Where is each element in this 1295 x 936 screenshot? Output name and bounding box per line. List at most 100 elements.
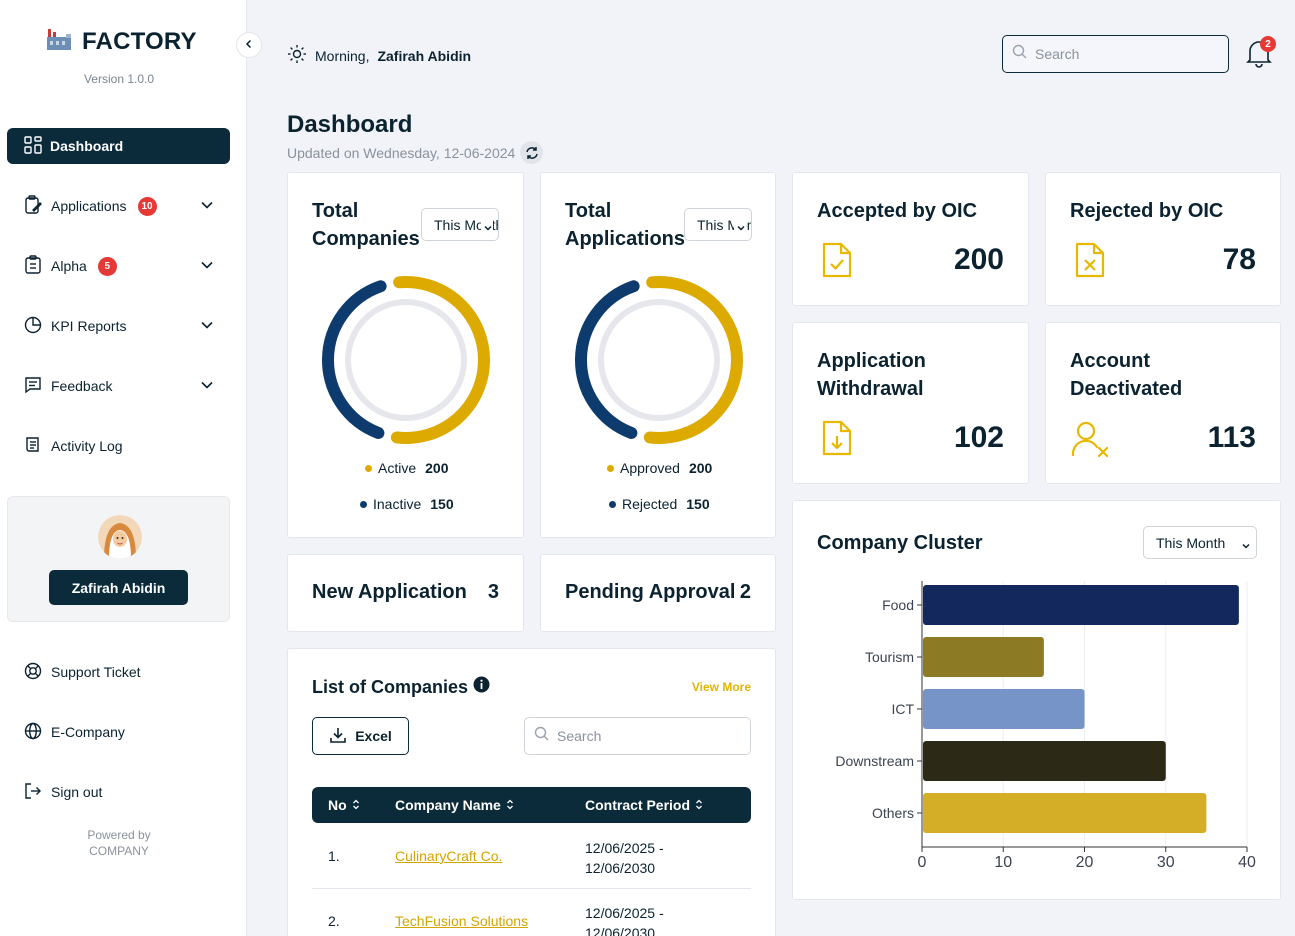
clipboard-edit-icon: [24, 194, 42, 218]
legend-label: Inactive: [373, 496, 422, 512]
applications-period-select[interactable]: This Month: [684, 208, 752, 241]
chevron-down-icon: [734, 220, 746, 236]
x-tick-label: 20: [1076, 854, 1094, 871]
sidebar-item-support-ticket[interactable]: Support Ticket: [24, 660, 214, 684]
pie-chart-icon: [24, 316, 42, 337]
legend-label: Rejected: [622, 496, 678, 512]
column-header-no[interactable]: No: [328, 797, 360, 813]
x-tick-label: 10: [994, 854, 1012, 871]
chevron-down-icon[interactable]: [200, 318, 214, 335]
sidebar-item-label: Alpha: [51, 258, 87, 274]
chevron-down-icon: [1239, 538, 1251, 554]
dashboard-grid-icon: [24, 135, 42, 157]
bar-downstream[interactable]: [923, 741, 1166, 781]
sidebar-item-kpi-reports[interactable]: KPI Reports: [24, 314, 214, 338]
greeting: Morning, Zafirah Abidin: [287, 44, 471, 67]
title-line: Application: [817, 350, 926, 372]
y-tick-label: Downstream: [835, 753, 914, 769]
search-input[interactable]: [1035, 46, 1205, 62]
select-value: This Month: [1156, 534, 1226, 551]
info-icon[interactable]: [473, 676, 490, 698]
sidebar-item-dashboard[interactable]: Dashboard: [7, 128, 230, 164]
chevron-down-icon[interactable]: [200, 378, 214, 395]
card-value: 3: [487, 581, 499, 603]
donut-segment-active[interactable]: [390, 276, 490, 444]
bar-tourism[interactable]: [923, 637, 1044, 677]
sidebar-item-sign-out[interactable]: Sign out: [24, 780, 214, 804]
donut-segment-rejected[interactable]: [575, 280, 640, 439]
sidebar-item-e-company[interactable]: E-Company: [24, 720, 214, 744]
sidebar-item-alpha[interactable]: Alpha 5: [24, 254, 214, 278]
column-header-contract-period[interactable]: Contract Period: [585, 797, 703, 813]
notifications-button[interactable]: 2: [1245, 36, 1276, 73]
companies-period-select[interactable]: This Month: [421, 208, 499, 241]
lifebuoy-icon: [24, 662, 42, 683]
legend-value: 150: [430, 496, 454, 512]
period-end: 12/06/2030: [585, 860, 656, 876]
profile-card: Zafirah Abidin: [7, 496, 230, 622]
total-companies-title: Total Companies: [312, 197, 420, 253]
legend-dot: [609, 500, 616, 508]
sidebar-item-feedback[interactable]: Feedback: [24, 374, 214, 398]
rejected-by-oic-card[interactable]: Rejected by OIC 78: [1045, 172, 1281, 306]
excel-export-button[interactable]: Excel: [312, 717, 409, 755]
top-search[interactable]: [1002, 35, 1229, 73]
profile-name-button[interactable]: Zafirah Abidin: [49, 570, 188, 605]
last-updated: Updated on Wednesday, 12-06-2024: [287, 141, 544, 164]
stat-value: 200: [953, 243, 1004, 276]
powered-by: Powered by COMPANY: [0, 827, 238, 859]
file-check-icon: [821, 241, 853, 284]
total-companies-card: Total Companies This Month Active 200 In…: [287, 172, 524, 538]
table-row: 2. TechFusion Solutions 12/06/2025 - 12/…: [312, 889, 751, 936]
pending-approval-card[interactable]: Pending Approval 2: [540, 554, 776, 632]
sidebar-item-activity-log[interactable]: Activity Log: [24, 434, 214, 458]
new-application-card[interactable]: New Application 3: [287, 554, 524, 632]
title-line: Total: [565, 200, 612, 222]
card-label: Pending Approval: [565, 581, 736, 603]
view-more-link[interactable]: View More: [691, 680, 751, 694]
notification-count-badge: 2: [1260, 36, 1276, 52]
search-icon: [1012, 44, 1027, 64]
bar-ict[interactable]: [923, 689, 1085, 729]
cluster-period-select[interactable]: This Month: [1143, 526, 1257, 559]
chevron-down-icon: [481, 220, 493, 236]
donut-track: [598, 299, 720, 421]
donut-segment-inactive[interactable]: [322, 280, 387, 439]
legend-label: Approved: [620, 460, 680, 476]
chevron-down-icon[interactable]: [200, 198, 214, 215]
brand: FACTORY: [46, 27, 197, 56]
greeting-user-name: Zafirah Abidin: [377, 47, 472, 64]
stat-value: 102: [953, 421, 1004, 454]
account-deactivated-card[interactable]: Account Deactivated 113: [1045, 322, 1281, 484]
companies-search[interactable]: [524, 717, 751, 755]
card-title: Rejected by OIC: [1070, 200, 1224, 222]
sidebar-item-label: KPI Reports: [51, 318, 127, 334]
companies-search-input[interactable]: [557, 728, 727, 744]
avatar[interactable]: [98, 515, 142, 559]
accepted-by-oic-card[interactable]: Accepted by OIC 200: [792, 172, 1029, 306]
collapse-sidebar-button[interactable]: [236, 32, 262, 58]
section-title: List of Companies: [312, 676, 469, 697]
card-title: Account Deactivated: [1070, 347, 1182, 403]
company-link[interactable]: TechFusion Solutions: [395, 913, 529, 929]
sidebar-item-applications[interactable]: Applications 10: [24, 194, 214, 218]
y-tick-label: Food: [882, 597, 914, 613]
legend-value: 200: [688, 460, 713, 476]
company-cluster-bar-chart: Food Tourism ICT Downstream Others 0 10 20 30 40: [835, 581, 1256, 871]
column-header-company-name[interactable]: Company Name: [395, 797, 514, 813]
donut-segment-approved[interactable]: [643, 276, 743, 444]
legend-dot: [607, 464, 614, 472]
sidebar-item-label: Dashboard: [50, 138, 124, 154]
chevron-down-icon[interactable]: [200, 258, 214, 275]
bar-food[interactable]: [923, 585, 1239, 625]
title-line: Companies: [312, 228, 420, 250]
card-title: Application Withdrawal: [817, 347, 926, 403]
company-link[interactable]: CulinaryCraft Co.: [395, 848, 503, 864]
stat-value: 113: [1207, 421, 1256, 454]
sidebar-item-label: Feedback: [51, 378, 113, 394]
companies-list-header: List of Companies: [312, 676, 490, 698]
application-withdrawal-card[interactable]: Application Withdrawal 102: [792, 322, 1029, 484]
refresh-button[interactable]: [520, 141, 544, 164]
bar-others[interactable]: [923, 793, 1207, 833]
column-label: Company Name: [395, 797, 501, 813]
